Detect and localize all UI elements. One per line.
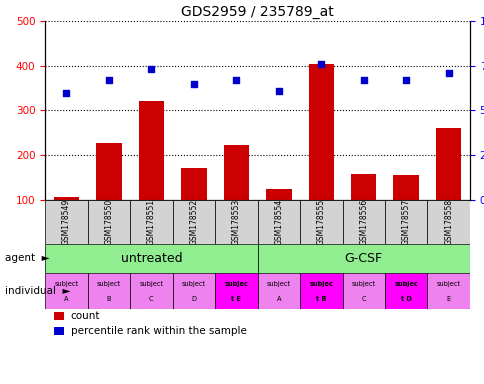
Point — [274, 88, 282, 94]
Point — [317, 61, 324, 67]
Text: GSM178556: GSM178556 — [359, 199, 367, 245]
Text: GSM178558: GSM178558 — [443, 199, 452, 245]
Bar — [308, 63, 333, 244]
Text: E: E — [446, 296, 450, 302]
Bar — [257, 244, 469, 273]
Point — [444, 70, 452, 76]
Bar — [130, 273, 172, 309]
Point — [147, 66, 155, 73]
Bar — [214, 200, 257, 244]
Bar — [181, 169, 206, 244]
Text: subjec: subjec — [224, 281, 248, 287]
Text: untreated: untreated — [120, 252, 182, 265]
Text: count: count — [71, 311, 100, 321]
Text: B: B — [106, 296, 111, 302]
Text: percentile rank within the sample: percentile rank within the sample — [71, 326, 246, 336]
Text: GSM178557: GSM178557 — [401, 199, 410, 245]
Text: G-CSF: G-CSF — [344, 252, 382, 265]
Text: subject: subject — [97, 281, 121, 287]
Point — [62, 89, 70, 96]
Bar — [54, 326, 64, 335]
Bar — [96, 142, 121, 244]
Text: subject: subject — [351, 281, 375, 287]
Text: GSM178550: GSM178550 — [104, 199, 113, 245]
Text: individual  ►: individual ► — [5, 286, 70, 296]
Bar — [266, 189, 291, 244]
Bar — [45, 273, 88, 309]
Text: A: A — [276, 296, 280, 302]
Bar — [130, 200, 172, 244]
Text: subject: subject — [436, 281, 460, 287]
Bar — [300, 273, 342, 309]
Bar — [214, 273, 257, 309]
Text: subjec: subjec — [309, 281, 333, 287]
Bar — [54, 312, 64, 320]
Bar — [172, 200, 214, 244]
Text: C: C — [149, 296, 153, 302]
Text: subject: subject — [54, 281, 78, 287]
Bar — [435, 128, 460, 244]
Text: GSM178549: GSM178549 — [62, 199, 71, 245]
Text: subject: subject — [139, 281, 163, 287]
Text: GSM178554: GSM178554 — [274, 199, 283, 245]
Bar — [342, 273, 384, 309]
Text: subject: subject — [182, 281, 205, 287]
Bar — [138, 101, 164, 244]
Point — [232, 77, 240, 83]
Text: GSM178555: GSM178555 — [316, 199, 325, 245]
Bar — [426, 200, 469, 244]
Text: GSM178551: GSM178551 — [147, 199, 155, 245]
Point — [359, 77, 367, 83]
Text: agent  ►: agent ► — [5, 253, 49, 263]
Bar — [384, 273, 426, 309]
Text: D: D — [191, 296, 196, 302]
Point — [402, 77, 409, 83]
Text: t D: t D — [400, 296, 411, 302]
Text: A: A — [64, 296, 68, 302]
Bar — [54, 197, 79, 244]
Bar — [45, 200, 88, 244]
Text: t E: t E — [231, 296, 241, 302]
Bar — [45, 244, 257, 273]
Bar — [88, 273, 130, 309]
Point — [105, 77, 112, 83]
Bar — [350, 174, 376, 244]
Bar — [384, 200, 426, 244]
Bar — [223, 145, 248, 244]
Bar — [300, 200, 342, 244]
Bar — [172, 273, 214, 309]
Text: subject: subject — [266, 281, 290, 287]
Text: C: C — [361, 296, 365, 302]
Bar — [342, 200, 384, 244]
Text: t B: t B — [316, 296, 326, 302]
Bar — [393, 175, 418, 244]
Bar — [88, 200, 130, 244]
Text: GSM178552: GSM178552 — [189, 199, 198, 245]
Bar — [257, 200, 300, 244]
Text: subjec: subjec — [393, 281, 417, 287]
Bar — [257, 273, 300, 309]
Bar — [426, 273, 469, 309]
Point — [190, 81, 197, 87]
Text: GSM178553: GSM178553 — [231, 199, 240, 245]
Title: GDS2959 / 235789_at: GDS2959 / 235789_at — [181, 5, 333, 19]
